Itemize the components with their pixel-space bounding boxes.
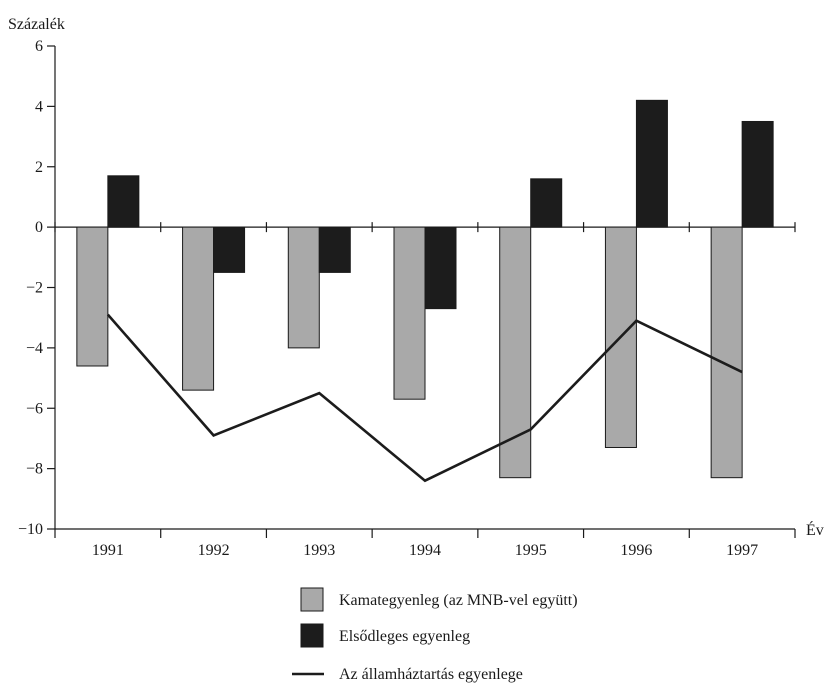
bar-kamategyenleg <box>287 226 320 349</box>
y-tick-label: −6 <box>26 400 43 417</box>
y-tick-label: 6 <box>35 38 43 55</box>
y-tick-label: −8 <box>26 461 43 478</box>
bar-elsodleges-egyenleg <box>107 175 140 228</box>
bar-elsodleges-egyenleg <box>318 226 351 273</box>
y-tick-label: −2 <box>26 280 43 297</box>
bar-marks <box>76 99 774 479</box>
legend-label: Az államháztartás egyenlege <box>339 666 523 683</box>
legend: Kamategyenleg (az MNB-vel együtt) Elsődle… <box>292 587 578 683</box>
bar-elsodleges-egyenleg <box>741 120 774 228</box>
x-tick-label: 1997 <box>726 542 758 559</box>
x-tick-label: 1991 <box>92 542 124 559</box>
bar-elsodleges-egyenleg <box>530 178 563 228</box>
legend-label: Kamategyenleg (az MNB-vel együtt) <box>339 592 578 609</box>
bar-elsodleges-egyenleg <box>213 226 246 273</box>
bar-kamategyenleg <box>76 226 109 367</box>
bar-elsodleges-egyenleg <box>424 226 457 310</box>
y-tick-label: −4 <box>26 340 43 357</box>
x-axis: 1991 1992 1993 1994 1995 1996 1997 <box>54 222 796 559</box>
legend-swatch <box>300 623 324 648</box>
bar-kamategyenleg <box>182 226 215 391</box>
x-tick-label: 1993 <box>303 542 335 559</box>
x-tick-label: 1996 <box>620 542 652 559</box>
legend-label: Elsődleges egyenleg <box>339 628 470 645</box>
legend-swatch <box>300 587 324 612</box>
x-tick-label: 1995 <box>515 542 547 559</box>
line-allamhaztartas-egyenlege <box>106 313 743 483</box>
bar-kamategyenleg <box>393 226 426 400</box>
y-tick-label: 4 <box>35 98 43 115</box>
y-tick-label: −10 <box>18 521 43 538</box>
bar-kamategyenleg <box>710 226 743 479</box>
line-series <box>106 313 743 483</box>
y-tick-label: 2 <box>35 159 43 176</box>
x-tick-label: 1994 <box>409 542 441 559</box>
y-tick-label: 0 <box>35 219 43 236</box>
x-axis-title: Év <box>806 520 824 539</box>
y-axis-title: Százalék <box>8 16 65 33</box>
bar-elsodleges-egyenleg <box>635 99 668 228</box>
bar-kamategyenleg <box>499 226 532 479</box>
y-axis: 6 4 2 0 −2 −4 −6 −8 −10 <box>18 38 56 538</box>
x-tick-label: 1992 <box>198 542 230 559</box>
